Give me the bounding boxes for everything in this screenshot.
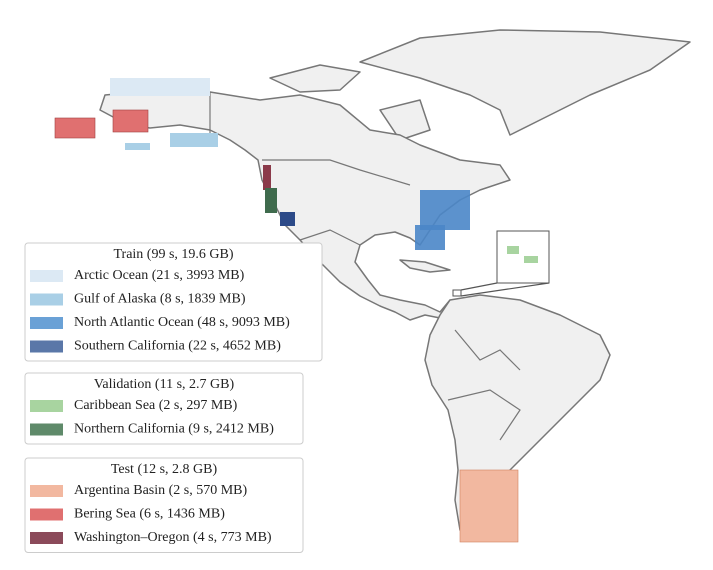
legend-label: Arctic Ocean (21 s, 3993 MB) [74,268,245,283]
legend-label: Caribbean Sea (2 s, 297 MB) [74,398,238,413]
gulf-of-alaska-region [170,133,218,147]
arctic-ocean-region [110,78,210,96]
north-atlantic-region [415,225,445,250]
legend-title: Test (12 s, 2.8 GB) [111,462,218,477]
legend-title: Train (99 s, 19.6 GB) [113,247,233,262]
legend-swatch [30,317,63,329]
southern-california-region [280,212,295,226]
legend-label: North Atlantic Ocean (48 s, 9093 MB) [74,315,290,330]
legend-label: Washington–Oregon (4 s, 773 MB) [74,530,272,545]
legend-box [24,457,304,553]
washington-oregon-region [263,165,271,190]
legend-box [24,372,304,445]
legends: Train (99 s, 19.6 GB) Arctic Ocean (21 s,… [24,242,323,553]
argentina-basin-region [459,469,519,543]
legend-swatch [30,400,63,412]
caribbean-sea-region [507,246,519,254]
legend-swatch [30,340,63,353]
legend-swatch [30,270,63,282]
legend-label: Northern California (9 s, 2412 MB) [74,422,274,437]
legend-title: Validation (11 s, 2.7 GB) [94,377,235,392]
caribbean-marker [452,289,462,297]
legend-label: Gulf of Alaska (8 s, 1839 MB) [74,292,246,307]
legend-swatch [30,508,63,521]
legend-swatch [30,532,63,544]
legend-label: Southern California (22 s, 4652 MB) [74,339,281,354]
legend-swatch [30,423,63,436]
legend-box [24,242,323,362]
bering-sea-region [112,109,149,133]
legend-swatch [30,485,63,497]
regions [54,78,550,543]
gulf-of-alaska-region [125,143,150,150]
caribbean-sea-region [524,256,538,263]
caribbean-inset [496,230,550,284]
legend-label: Bering Sea (6 s, 1436 MB) [74,507,225,522]
legend-swatch [30,293,63,306]
northern-california-region [265,188,277,213]
legend-label: Argentina Basin (2 s, 570 MB) [74,483,248,498]
north-atlantic-region [420,190,470,230]
bering-sea-region [54,117,96,139]
